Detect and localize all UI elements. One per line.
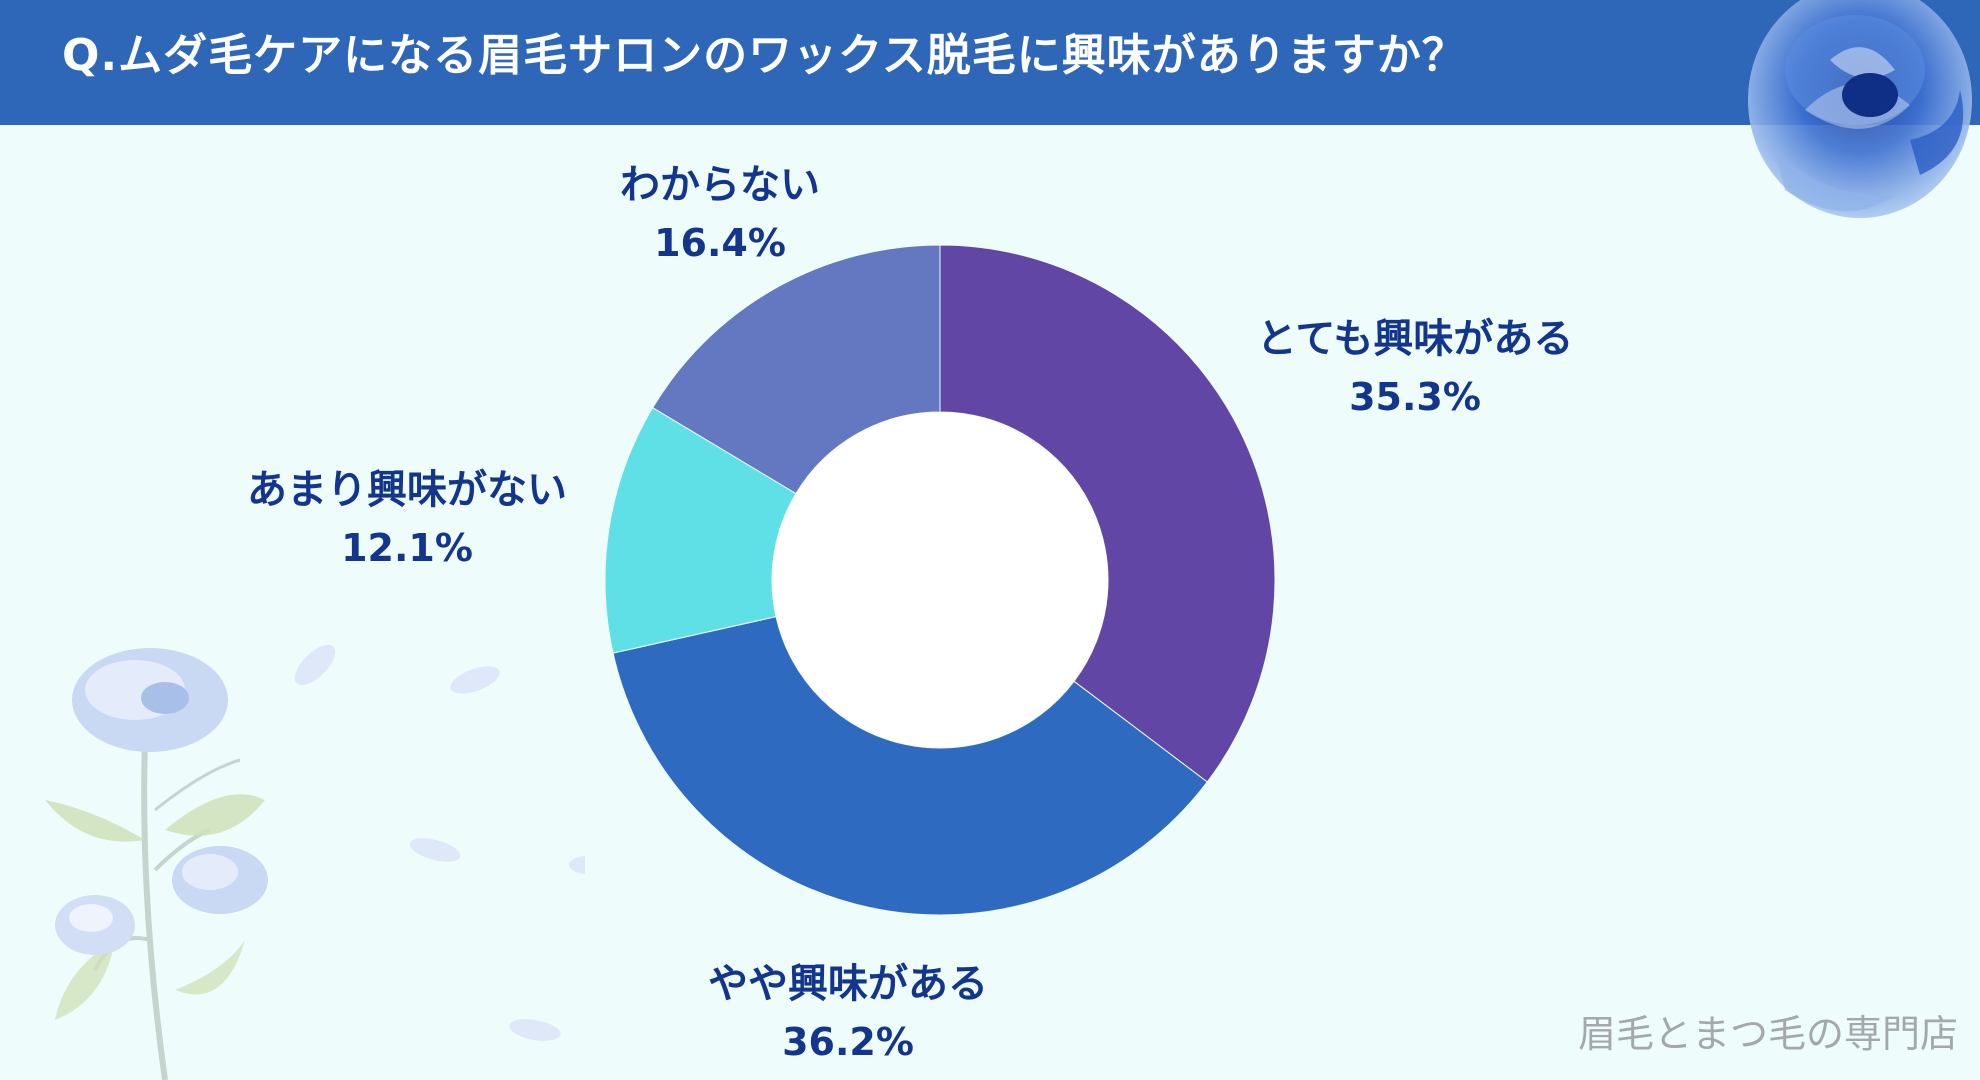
slice-label: わからない <box>620 162 820 208</box>
slice-percent: 35.3% <box>1349 375 1481 419</box>
footer-brand: 眉毛とまつ毛の専門店 <box>1577 1012 1958 1056</box>
donut-hole <box>772 412 1108 748</box>
slice-percent: 12.1% <box>341 526 473 570</box>
blue-rose-branch-icon <box>45 644 585 1080</box>
slice-percent: 16.4% <box>654 221 786 265</box>
header-bar: Q.ムダ毛ケアになる眉毛サロンのワックス脱毛に興味がありますか？ <box>0 0 1980 125</box>
slice-label: あまり興味がない <box>247 467 567 513</box>
slice-label: とても興味がある <box>1257 316 1574 362</box>
slice-label: やや興味がある <box>708 961 988 1007</box>
slice-percent: 36.2% <box>782 1020 914 1064</box>
donut-slice <box>939 244 1276 783</box>
blue-rose-icon <box>1748 0 1972 218</box>
page-title: Q.ムダ毛ケアになる眉毛サロンのワックス脱毛に興味がありますか？ <box>62 30 1467 81</box>
